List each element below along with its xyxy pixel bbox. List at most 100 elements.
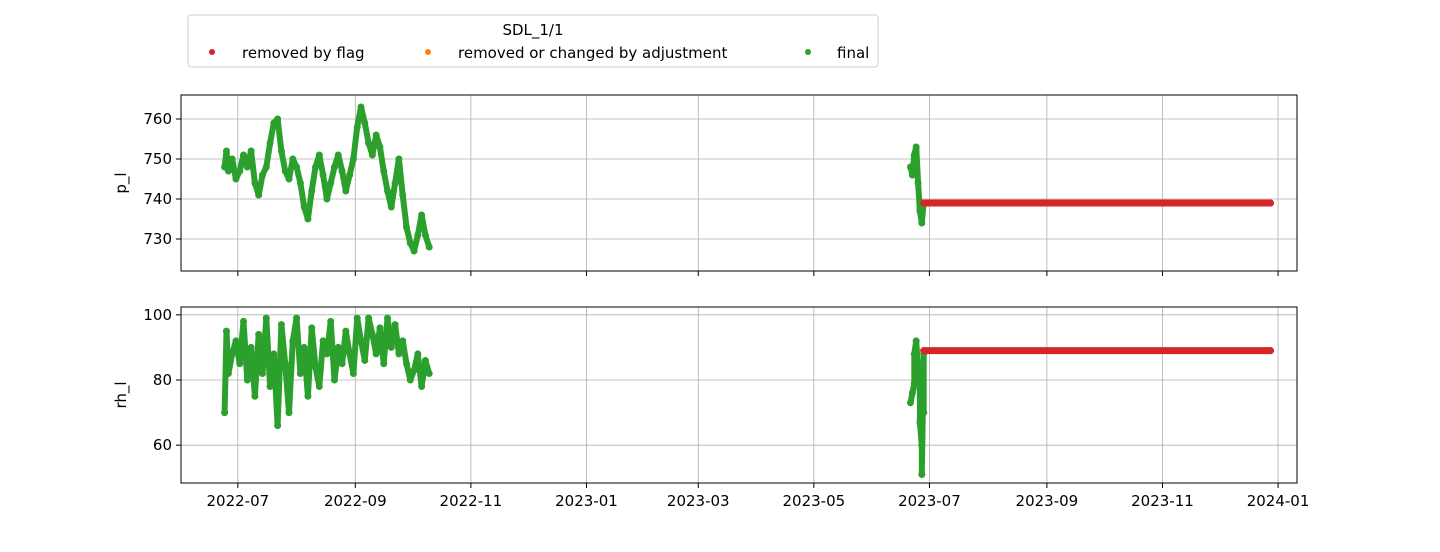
series-final-point (327, 317, 335, 325)
x-tick-label: 2023-07 (898, 492, 961, 510)
x-tick-label: 2023-11 (1131, 492, 1194, 510)
series-final-point (361, 356, 369, 364)
series-final-point (425, 243, 433, 251)
y-tick-label: 60 (153, 436, 172, 454)
legend-frame (187, 14, 879, 68)
series-final-point (376, 324, 384, 332)
series-final-point (346, 350, 354, 358)
series-final-point (308, 324, 316, 332)
series-final-point (918, 441, 926, 449)
series-final-point (916, 207, 924, 215)
series-final-point (312, 363, 320, 371)
legend: SDL_1/1 removed by flag removed or chang… (187, 14, 879, 68)
series-final-point (912, 143, 920, 151)
series-final-point (916, 386, 924, 394)
series-final-point (319, 337, 327, 345)
series-final-point (910, 350, 918, 358)
series-final-point (262, 314, 270, 322)
series-final-point (304, 215, 312, 223)
series-final-point (414, 231, 422, 239)
legend-marker-removed-by-flag (209, 49, 215, 55)
series-final-point (330, 376, 338, 384)
rh-l-ticks: 2022-07 2022-09 2022-11 2023-01 2023-03 2023-… (143, 306, 1309, 510)
series-final-point (395, 350, 403, 358)
series-final-point (319, 171, 327, 179)
series-final-point (304, 392, 312, 400)
series-final-point (910, 151, 918, 159)
series-final-point (372, 131, 380, 139)
series-final-point (906, 399, 914, 407)
y-tick-label: 750 (143, 150, 172, 168)
series-final-point (349, 369, 357, 377)
series-final-point (908, 171, 916, 179)
series-final-point (281, 360, 289, 368)
series-final-point (342, 187, 350, 195)
panel-rh-l: 2022-07 2022-09 2022-11 2023-01 2023-03 2023-… (112, 306, 1309, 510)
series-final-point (258, 369, 266, 377)
legend-title: SDL_1/1 (502, 21, 563, 40)
series-final-point (323, 195, 331, 203)
y-tick-label: 730 (143, 230, 172, 248)
series-final-point (380, 360, 388, 368)
series-removed-by-flag-point (920, 347, 928, 355)
legend-label-final: final (837, 44, 869, 62)
series-final-point (240, 151, 248, 159)
series-final-point (365, 314, 373, 322)
x-tick-label: 2023-03 (667, 492, 730, 510)
series-final-point (357, 103, 365, 111)
series-final-point (395, 155, 403, 163)
series-final-point (247, 343, 255, 351)
series-final-point (274, 115, 282, 123)
series-final-point (274, 422, 282, 430)
series-final-point (315, 151, 323, 159)
series-final-point (243, 376, 251, 384)
p-l-axes-frame (180, 94, 1298, 272)
series-final-point (222, 147, 230, 155)
series-final-point (224, 369, 232, 377)
series-final-point (258, 171, 266, 179)
series-final-point (402, 223, 410, 231)
series-final-point (353, 123, 361, 131)
series-final-point (399, 191, 407, 199)
series-final-point (224, 167, 232, 175)
series-final-point (908, 389, 916, 397)
x-tick-label: 2023-01 (555, 492, 618, 510)
series-final-point (232, 337, 240, 345)
series-final-point (251, 392, 259, 400)
x-tick-label: 2022-11 (440, 492, 503, 510)
series-final-point (296, 179, 304, 187)
series-final-point (376, 143, 384, 151)
series-final-point (357, 337, 365, 345)
series-final-point (918, 219, 926, 227)
series-final-point (406, 376, 414, 384)
series-final-point (402, 360, 410, 368)
panel-p-l: 730 740 750 760 p_l (112, 94, 1298, 276)
series-final-point (266, 139, 274, 147)
series-final-point (330, 163, 338, 171)
series-final-point (338, 167, 346, 175)
series-final-point (914, 179, 922, 187)
legend-marker-removed-or-changed (425, 49, 431, 55)
x-tick-label: 2024-01 (1247, 492, 1310, 510)
series-final-point (221, 409, 229, 417)
series-final-point (380, 167, 388, 175)
series-final-point (308, 187, 316, 195)
series-final-point (334, 343, 342, 351)
series-final-trace (221, 315, 927, 478)
rh-l-axes-frame (180, 306, 1298, 484)
series-final-point (387, 343, 395, 351)
series-final-point (384, 314, 392, 322)
series-final-point (236, 167, 244, 175)
rh-l-ylabel: rh_l (112, 381, 131, 408)
series-final-point (906, 163, 914, 171)
series-final-point (391, 321, 399, 329)
series-final-point (312, 163, 320, 171)
rh-l-marks (221, 314, 1274, 479)
p-l-ylabel: p_l (112, 172, 131, 193)
series-final-point (346, 171, 354, 179)
series-final-point (338, 360, 346, 368)
series-final-point (285, 175, 293, 183)
series-final-point (425, 369, 433, 377)
series-final-point (251, 179, 259, 187)
series-final-point (300, 343, 308, 351)
